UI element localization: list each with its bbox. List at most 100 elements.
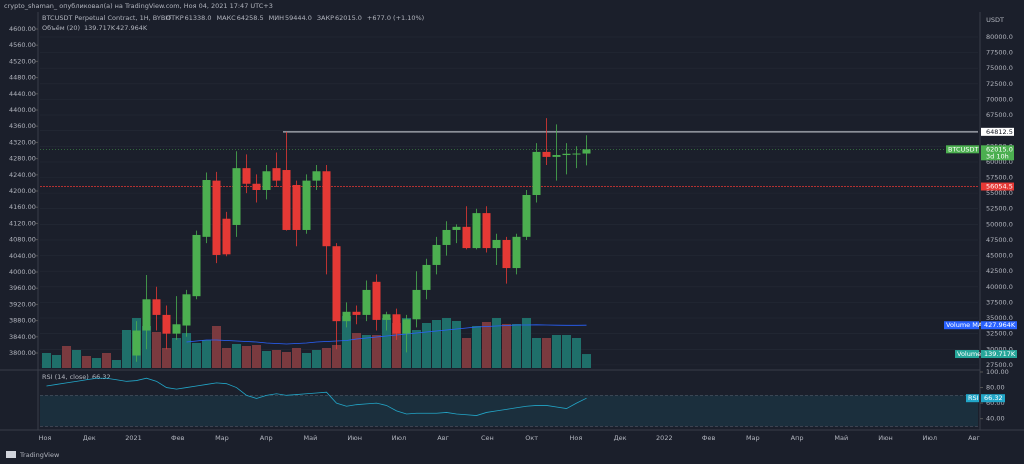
volume-bar: [412, 330, 421, 368]
x-tick-label: Сен: [481, 434, 494, 442]
y2-tick-label: 4000.00: [9, 268, 36, 276]
volume-bar: [472, 326, 481, 368]
volume-bar: [102, 353, 111, 368]
candle-body: [242, 168, 251, 184]
x-tick-label: Мар: [746, 434, 760, 442]
rsi-legend-value: 66.32: [92, 373, 111, 381]
candle-body: [292, 185, 301, 230]
last-price-countdown: 3d 10h: [986, 152, 1009, 160]
candle-body: [142, 299, 151, 331]
volume-bar: [552, 335, 561, 368]
footer: TradingView: [6, 451, 60, 459]
x-tick-label: Окт: [525, 434, 538, 442]
level-label: 64812.5: [986, 128, 1013, 136]
footer-text: TradingView: [19, 451, 60, 459]
volume-bar: [302, 353, 311, 368]
volume-bar: [252, 345, 261, 368]
candle-body: [262, 171, 271, 190]
candle-body: [402, 319, 411, 334]
y2-tick-label: 4440.00: [9, 90, 36, 98]
volume-ma-box: [981, 321, 1017, 330]
x-tick-label: Июл: [923, 434, 938, 442]
rsi-tick-label: 100.00: [986, 368, 1009, 376]
y-tick-label: 52500.0: [986, 205, 1013, 213]
candle-body: [352, 311, 361, 315]
rsi-label: 66.32: [984, 394, 1003, 402]
candle-body: [582, 149, 591, 154]
volume-label-box: [981, 350, 1017, 359]
volume-bar: [152, 332, 161, 368]
x-tick-label: Июн: [878, 434, 893, 442]
volume-bar: [242, 346, 251, 368]
y2-tick-label: 4400.00: [9, 106, 36, 114]
rsi-tick-label: 60.00: [986, 399, 1005, 407]
x-tick-label: Дек: [83, 434, 96, 442]
volume-ma-label: 427.964K: [984, 321, 1016, 329]
y-tick-label: 60000.0: [986, 158, 1013, 166]
y-tick-label: 75000.0: [986, 64, 1013, 72]
last-price-symbol-box: [946, 145, 979, 154]
volume-bar: [122, 330, 131, 368]
x-tick-label: 2021: [125, 434, 142, 442]
volume-ma-line: [186, 324, 587, 345]
candle-body: [542, 151, 551, 157]
y2-tick-label: 3880.00: [9, 317, 36, 325]
volume-ma-name-box: [944, 321, 979, 330]
candle-body: [212, 180, 221, 255]
x-tick-label: Фев: [702, 434, 716, 442]
x-tick-label: Авг: [437, 434, 449, 442]
candle-body: [512, 236, 521, 269]
candle-body: [252, 183, 261, 190]
volume-bar: [322, 348, 331, 368]
volume-bar: [352, 333, 361, 368]
ohlc-value: 59444.0: [285, 14, 312, 22]
candle-body: [342, 311, 351, 322]
volume-bar: [262, 351, 271, 368]
volume-bar: [312, 350, 321, 368]
candle-body: [562, 153, 571, 156]
volume-bar: [452, 321, 461, 368]
candle-body: [332, 246, 341, 322]
y2-tick-label: 3800.00: [9, 349, 36, 357]
volume-bar: [442, 318, 451, 368]
volume-bar: [192, 343, 201, 368]
y-tick-label: 67500.0: [986, 111, 1013, 119]
x-tick-label: Дек: [614, 434, 627, 442]
y2-tick-label: 4280.00: [9, 155, 36, 163]
x-tick-label: Апр: [791, 434, 804, 442]
candle-body: [572, 153, 581, 155]
volume-bar: [362, 335, 371, 368]
x-tick-label: Июл: [392, 434, 407, 442]
volume-ma-name: Volume MA: [946, 321, 983, 329]
last-price-box: [981, 145, 1014, 161]
volume-bar: [572, 338, 581, 368]
candle-body: [162, 314, 171, 334]
logo: [6, 451, 16, 458]
y-tick-label: 27500.0: [986, 361, 1013, 369]
y-tick-label: 72500.0: [986, 80, 1013, 88]
y-tick-label: 57500.0: [986, 174, 1013, 182]
volume-name: Volume: [957, 350, 981, 358]
y2-tick-label: 4160.00: [9, 203, 36, 211]
volume-bar: [212, 326, 221, 368]
ohlc-value: 64258.5: [237, 14, 264, 22]
y2-tick-label: 4480.00: [9, 74, 36, 82]
candle-body: [482, 213, 491, 249]
y-tick-label: 30000.0: [986, 345, 1013, 353]
volume-bar: [112, 360, 121, 368]
last-price-label: 62015.0: [986, 145, 1013, 153]
x-tick-label: Май: [834, 434, 848, 442]
volume-bar: [162, 348, 171, 368]
x-tick-label: Авг: [968, 434, 980, 442]
candle-body: [362, 289, 371, 315]
volume-bar: [422, 323, 431, 368]
volume-bar: [392, 323, 401, 368]
y-tick-label: 42500.0: [986, 267, 1013, 275]
ohlc-label: МАКС: [217, 14, 237, 22]
volume-bar: [202, 340, 211, 368]
y-tick-label: 47500.0: [986, 236, 1013, 244]
rsi-label-box: [981, 394, 1005, 403]
volume-legend-label: Объём (20): [42, 24, 80, 32]
volume-bar: [292, 348, 301, 368]
